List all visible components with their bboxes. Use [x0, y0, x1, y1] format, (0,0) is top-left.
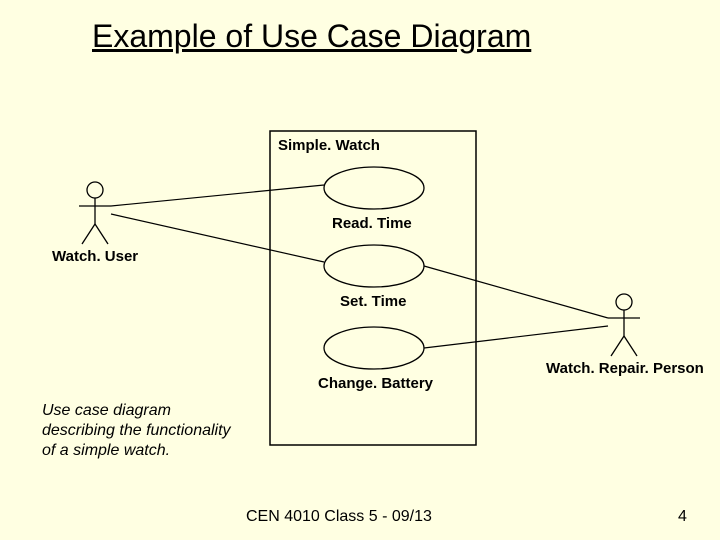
actor-leg-r-watch-repair-person [624, 336, 637, 356]
usecase-label-read-time: Read. Time [332, 215, 412, 232]
association-line [424, 326, 608, 348]
caption-text: Use case diagramdescribing the functiona… [42, 401, 231, 461]
actor-label-watch-repair-person: Watch. Repair. Person [546, 360, 704, 377]
association-line [424, 266, 608, 318]
actor-leg-r-watch-user [95, 224, 108, 244]
usecase-read-time [324, 167, 424, 209]
usecase-change-battery [324, 327, 424, 369]
actor-label-watch-user: Watch. User [52, 248, 138, 265]
system-box-label: Simple. Watch [278, 137, 380, 154]
usecase-label-change-battery: Change. Battery [318, 375, 433, 392]
usecase-set-time [324, 245, 424, 287]
slide-number: 4 [678, 508, 687, 526]
usecase-label-set-time: Set. Time [340, 293, 406, 310]
association-line [111, 185, 324, 206]
actor-leg-l-watch-repair-person [611, 336, 624, 356]
footer-class-info: CEN 4010 Class 5 - 09/13 [246, 508, 432, 526]
actor-leg-l-watch-user [82, 224, 95, 244]
actor-head-watch-repair-person [616, 294, 632, 310]
actor-head-watch-user [87, 182, 103, 198]
association-line [111, 214, 324, 262]
slide-title: Example of Use Case Diagram [92, 18, 531, 55]
